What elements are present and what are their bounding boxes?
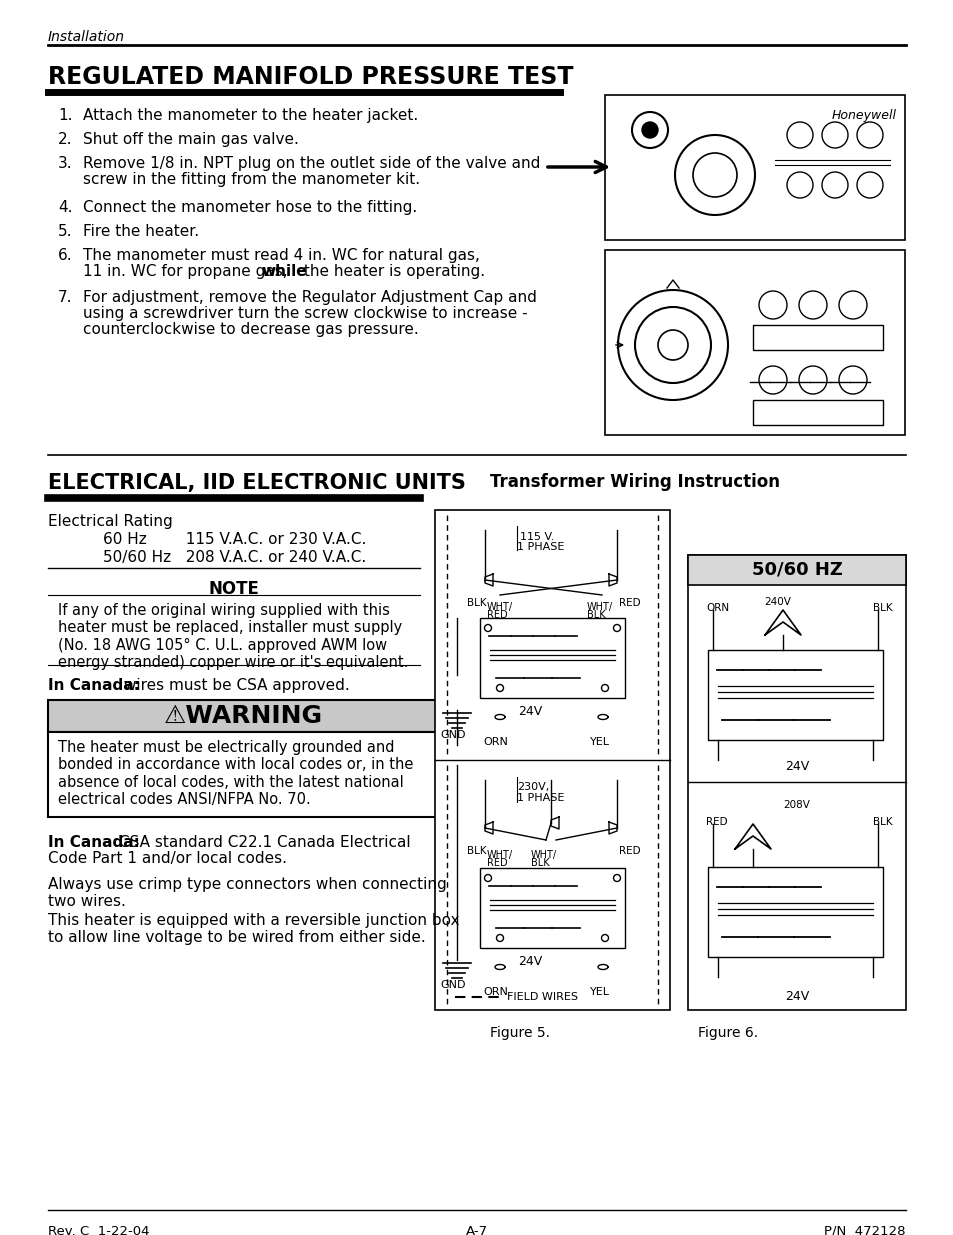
Text: 1 PHASE: 1 PHASE bbox=[517, 793, 564, 803]
Text: Remove 1/8 in. NPT plug on the outlet side of the valve and: Remove 1/8 in. NPT plug on the outlet si… bbox=[83, 156, 539, 170]
Text: If any of the original wiring supplied with this
heater must be replaced, instal: If any of the original wiring supplied w… bbox=[58, 603, 408, 671]
Text: 1.: 1. bbox=[58, 107, 72, 124]
Bar bbox=[752, 400, 882, 425]
Bar bbox=[707, 650, 882, 740]
Text: WHT/: WHT/ bbox=[531, 850, 557, 860]
Text: ELECTRICAL, IID ELECTRONIC UNITS: ELECTRICAL, IID ELECTRONIC UNITS bbox=[48, 473, 465, 493]
Bar bbox=[479, 868, 624, 948]
Bar bbox=[604, 95, 904, 240]
Text: ORN: ORN bbox=[482, 737, 507, 747]
Text: 24V: 24V bbox=[784, 990, 808, 1003]
Text: Transformer Wiring Instruction: Transformer Wiring Instruction bbox=[490, 473, 780, 492]
Text: YEL: YEL bbox=[589, 987, 609, 997]
Text: RED: RED bbox=[705, 818, 727, 827]
Text: 60 Hz        115 V.A.C. or 230 V.A.C.: 60 Hz 115 V.A.C. or 230 V.A.C. bbox=[103, 532, 366, 547]
Text: 5.: 5. bbox=[58, 224, 72, 240]
Bar bbox=[687, 555, 905, 585]
Text: Always use crimp type connectors when connecting
two wires.: Always use crimp type connectors when co… bbox=[48, 877, 446, 909]
Text: 240V: 240V bbox=[763, 597, 791, 606]
Text: using a screwdriver turn the screw clockwise to increase -: using a screwdriver turn the screw clock… bbox=[83, 306, 527, 321]
Text: In Canada:: In Canada: bbox=[48, 678, 140, 693]
Text: ORN: ORN bbox=[705, 603, 728, 613]
Text: 3.: 3. bbox=[58, 156, 72, 170]
Text: This heater is equipped with a reversible junction box
to allow line voltage to : This heater is equipped with a reversibl… bbox=[48, 913, 459, 946]
Text: ⚠WARNING: ⚠WARNING bbox=[163, 704, 322, 727]
Text: NOTE: NOTE bbox=[209, 580, 259, 598]
Text: Code Part 1 and/or local codes.: Code Part 1 and/or local codes. bbox=[48, 851, 287, 866]
Text: CSA standard C22.1 Canada Electrical: CSA standard C22.1 Canada Electrical bbox=[119, 835, 410, 850]
Bar bbox=[479, 618, 624, 698]
Text: RED: RED bbox=[486, 858, 507, 868]
Text: 24V: 24V bbox=[517, 955, 541, 968]
Bar bbox=[604, 249, 904, 435]
Text: 24V: 24V bbox=[517, 705, 541, 718]
Text: In Canada:: In Canada: bbox=[48, 835, 140, 850]
Bar bbox=[435, 510, 669, 1010]
Text: Honeywell: Honeywell bbox=[831, 109, 896, 122]
Text: Attach the manometer to the heater jacket.: Attach the manometer to the heater jacke… bbox=[83, 107, 417, 124]
Text: Electrical Rating: Electrical Rating bbox=[48, 514, 172, 529]
Text: Figure 5.: Figure 5. bbox=[490, 1026, 550, 1040]
Text: WHT/: WHT/ bbox=[486, 601, 513, 613]
Text: while: while bbox=[261, 264, 306, 279]
Text: 50/60 Hz   208 V.A.C. or 240 V.A.C.: 50/60 Hz 208 V.A.C. or 240 V.A.C. bbox=[103, 550, 366, 564]
Text: counterclockwise to decrease gas pressure.: counterclockwise to decrease gas pressur… bbox=[83, 322, 418, 337]
Text: A-7: A-7 bbox=[465, 1225, 488, 1235]
Text: P/N  472128: P/N 472128 bbox=[823, 1225, 905, 1235]
Text: ORN: ORN bbox=[482, 987, 507, 997]
Text: The manometer must read 4 in. WC for natural gas,: The manometer must read 4 in. WC for nat… bbox=[83, 248, 479, 263]
Bar bbox=[48, 700, 437, 732]
Text: Installation: Installation bbox=[48, 30, 125, 44]
Text: 50/60 HZ: 50/60 HZ bbox=[751, 559, 841, 578]
Text: RED: RED bbox=[618, 846, 640, 856]
Text: Rev. C  1-22-04: Rev. C 1-22-04 bbox=[48, 1225, 150, 1235]
Text: Shut off the main gas valve.: Shut off the main gas valve. bbox=[83, 132, 298, 147]
Text: WHT/: WHT/ bbox=[486, 850, 513, 860]
Text: 1 PHASE: 1 PHASE bbox=[517, 542, 564, 552]
Text: BLK: BLK bbox=[467, 598, 486, 608]
Text: 208V: 208V bbox=[782, 800, 810, 810]
Text: WHT/: WHT/ bbox=[586, 601, 613, 613]
Text: REGULATED MANIFOLD PRESSURE TEST: REGULATED MANIFOLD PRESSURE TEST bbox=[48, 65, 573, 89]
Bar bbox=[687, 555, 905, 1010]
Text: BLK: BLK bbox=[467, 846, 486, 856]
Text: 24V: 24V bbox=[784, 760, 808, 773]
Bar bbox=[48, 732, 437, 818]
Text: Connect the manometer hose to the fitting.: Connect the manometer hose to the fittin… bbox=[83, 200, 416, 215]
Text: Figure 6.: Figure 6. bbox=[698, 1026, 758, 1040]
Text: GND: GND bbox=[439, 981, 465, 990]
Text: The heater must be electrically grounded and
bonded in accordance with local cod: The heater must be electrically grounded… bbox=[58, 740, 413, 808]
Text: GND: GND bbox=[439, 730, 465, 740]
Text: 4.: 4. bbox=[58, 200, 72, 215]
Text: 11 in. WC for propane gas,: 11 in. WC for propane gas, bbox=[83, 264, 293, 279]
Text: YEL: YEL bbox=[589, 737, 609, 747]
Text: BLK: BLK bbox=[586, 610, 605, 620]
Text: screw in the fitting from the manometer kit.: screw in the fitting from the manometer … bbox=[83, 172, 419, 186]
Text: 6.: 6. bbox=[58, 248, 72, 263]
Text: BLK: BLK bbox=[872, 603, 892, 613]
Text: FIELD WIRES: FIELD WIRES bbox=[506, 992, 578, 1002]
Text: RED: RED bbox=[486, 610, 507, 620]
Text: BLK: BLK bbox=[872, 818, 892, 827]
Text: RED: RED bbox=[618, 598, 640, 608]
Text: Fire the heater.: Fire the heater. bbox=[83, 224, 199, 240]
Text: wires must be CSA approved.: wires must be CSA approved. bbox=[119, 678, 350, 693]
Text: 115 V.: 115 V. bbox=[519, 532, 554, 542]
Circle shape bbox=[641, 122, 658, 138]
Bar bbox=[752, 325, 882, 350]
Bar bbox=[707, 867, 882, 957]
Text: For adjustment, remove the Regulator Adjustment Cap and: For adjustment, remove the Regulator Adj… bbox=[83, 290, 537, 305]
Text: the heater is operating.: the heater is operating. bbox=[298, 264, 485, 279]
Text: 2.: 2. bbox=[58, 132, 72, 147]
Text: 230V,: 230V, bbox=[517, 782, 549, 792]
Text: BLK: BLK bbox=[531, 858, 549, 868]
Text: 7.: 7. bbox=[58, 290, 72, 305]
